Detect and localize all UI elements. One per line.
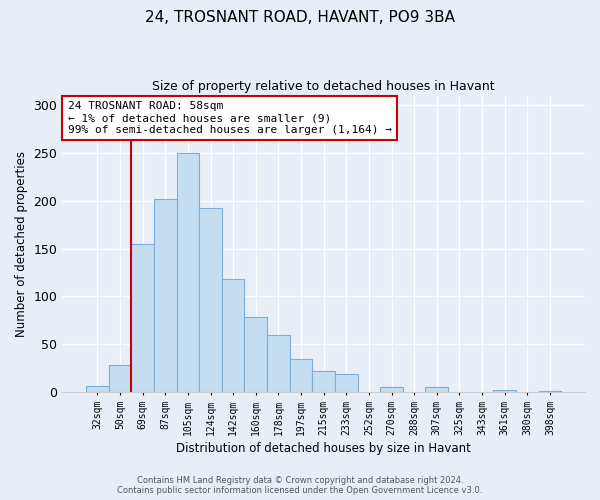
Bar	[86, 386, 109, 392]
Bar	[244, 316, 267, 392]
Bar	[199, 208, 222, 392]
Text: 24, TROSNANT ROAD, HAVANT, PO9 3BA: 24, TROSNANT ROAD, HAVANT, PO9 3BA	[145, 10, 455, 25]
Text: 24 TROSNANT ROAD: 58sqm
← 1% of detached houses are smaller (9)
99% of semi-deta: 24 TROSNANT ROAD: 58sqm ← 1% of detached…	[68, 102, 392, 134]
Bar	[290, 358, 313, 392]
Bar	[380, 388, 403, 392]
Bar	[539, 391, 561, 392]
Bar	[313, 371, 335, 392]
Title: Size of property relative to detached houses in Havant: Size of property relative to detached ho…	[152, 80, 495, 93]
X-axis label: Distribution of detached houses by size in Havant: Distribution of detached houses by size …	[176, 442, 471, 455]
Bar	[493, 390, 516, 392]
Bar	[131, 244, 154, 392]
Bar	[154, 199, 176, 392]
Bar	[109, 366, 131, 392]
Bar	[267, 335, 290, 392]
Bar	[222, 280, 244, 392]
Bar	[425, 388, 448, 392]
Text: Contains HM Land Registry data © Crown copyright and database right 2024.
Contai: Contains HM Land Registry data © Crown c…	[118, 476, 482, 495]
Bar	[335, 374, 358, 392]
Bar	[176, 153, 199, 392]
Y-axis label: Number of detached properties: Number of detached properties	[15, 151, 28, 337]
